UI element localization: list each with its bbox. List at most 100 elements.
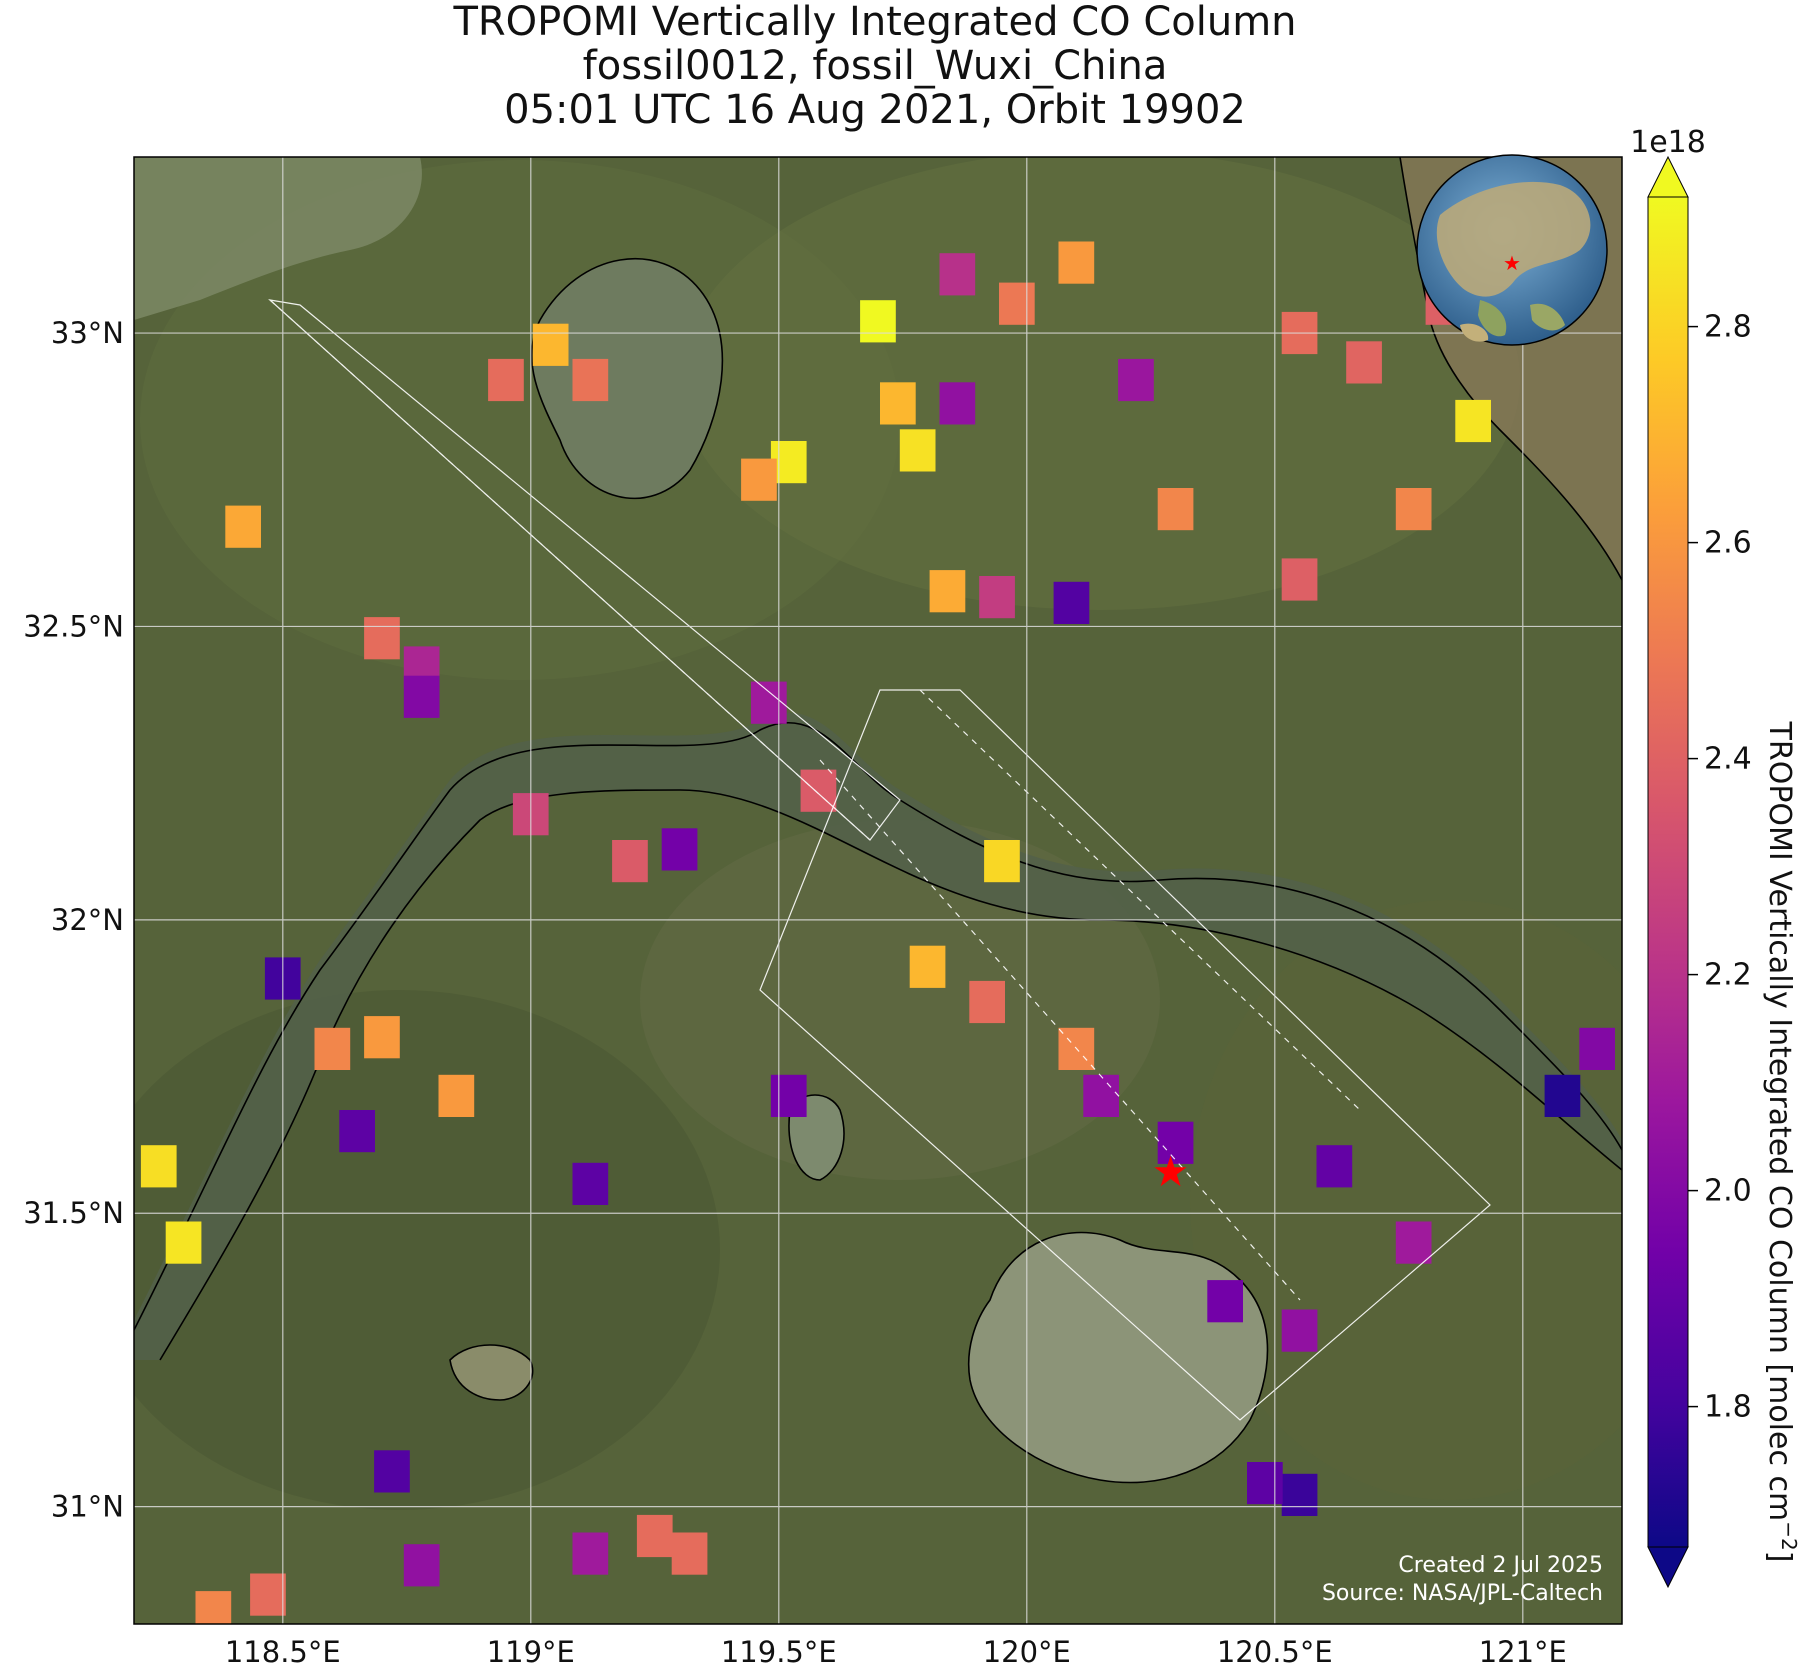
title-line-1: TROPOMI Vertically Integrated CO Column <box>453 0 1297 45</box>
co-pixel <box>899 429 936 472</box>
co-pixel <box>636 1514 673 1558</box>
co-pixel <box>195 1591 232 1624</box>
co-pixel <box>984 840 1020 883</box>
swath-outline-1 <box>268 299 901 841</box>
colorbar: 1.8 2.0 2.2 2.4 2.6 2.8 1e18 TROPOMI Vertical… <box>1630 125 1799 1589</box>
lat-tick-label: 31.5°N <box>23 1196 124 1230</box>
co-pixel-layer <box>140 241 1615 1624</box>
colorbar-tick-label: 2.4 <box>1704 742 1752 777</box>
colorbar-tick-label: 2.8 <box>1704 310 1752 345</box>
co-pixel <box>1157 1121 1194 1164</box>
co-pixel <box>1455 399 1491 443</box>
co-pixel <box>1118 358 1154 402</box>
co-pixel <box>770 1074 807 1117</box>
co-pixel <box>438 1074 475 1117</box>
co-pixel <box>403 675 440 718</box>
source-credit: Source: NASA/JPL-Caltech <box>1322 1581 1603 1606</box>
swath-outline-2 <box>759 689 1491 1421</box>
co-pixel <box>364 1016 400 1059</box>
lat-tick-label: 31°N <box>51 1490 124 1524</box>
lon-tick-label: 119°E <box>487 1635 575 1667</box>
co-pixel <box>403 1544 440 1587</box>
globe-star-icon: ★ <box>1503 251 1521 275</box>
co-pixel <box>1053 581 1090 624</box>
hongze-lake <box>531 258 723 499</box>
co-pixel <box>572 358 609 402</box>
co-pixel <box>1281 558 1318 601</box>
basemap <box>134 157 1622 1624</box>
co-pixel <box>880 382 916 425</box>
map-title: TROPOMI Vertically Integrated CO Column … <box>130 0 1620 132</box>
title-line-3: 05:01 UTC 16 Aug 2021, Orbit 19902 <box>504 87 1246 133</box>
lon-tick-label: 118.5°E <box>225 1635 341 1667</box>
longitude-tick-labels: 118.5°E 119°E 119.5°E 120°E 120.5°E 121°E <box>225 1635 1567 1667</box>
target-swath-outlines <box>268 299 1491 1421</box>
colorbar-max-extend <box>1647 155 1689 198</box>
co-pixel <box>741 458 777 501</box>
co-pixel <box>671 1532 708 1575</box>
co-pixel <box>1346 341 1382 384</box>
co-pixel <box>1157 488 1194 531</box>
colorbar-gradient <box>1647 196 1689 1548</box>
co-pixel <box>339 1110 375 1153</box>
gridlines <box>134 157 1622 1624</box>
co-pixel <box>969 980 1005 1024</box>
co-pixel <box>165 1221 202 1264</box>
co-pixel <box>225 505 261 548</box>
co-pixel <box>979 576 1015 619</box>
co-pixel <box>140 1145 177 1188</box>
colorbar-tick-label: 2.6 <box>1704 526 1752 561</box>
co-pixel <box>250 1573 286 1616</box>
lon-tick-label: 119.5°E <box>721 1635 837 1667</box>
taihu-lake <box>968 1232 1268 1483</box>
co-pixel <box>364 617 400 660</box>
co-pixel <box>1395 488 1432 531</box>
colorbar-title: TROPOMI Vertically Integrated CO Column … <box>1762 721 1799 1563</box>
target-star-icon: ★ <box>1152 1147 1190 1196</box>
map-frame <box>133 156 1623 1625</box>
co-pixel <box>1316 1145 1353 1188</box>
co-pixel <box>909 945 946 988</box>
co-pixel <box>374 1450 410 1493</box>
co-pixel <box>939 253 976 296</box>
colorbar-min-extend <box>1647 1546 1689 1589</box>
co-pixel <box>999 282 1035 325</box>
co-pixel <box>1083 1074 1119 1117</box>
co-pixel <box>1058 241 1095 284</box>
title-line-2: fossil0012, fossil_Wuxi_China <box>582 43 1168 89</box>
colorbar-tick-label: 1.8 <box>1704 1390 1752 1425</box>
lat-tick-label: 32°N <box>51 903 124 937</box>
lon-tick-label: 120.5°E <box>1217 1635 1333 1667</box>
lon-tick-label: 120°E <box>983 1635 1071 1667</box>
co-pixel <box>661 828 698 871</box>
co-pixel <box>612 840 648 883</box>
co-pixel <box>939 382 976 425</box>
lat-tick-label: 32.5°N <box>23 609 124 643</box>
lon-tick-label: 121°E <box>1479 1635 1567 1667</box>
co-pixel <box>1579 1027 1615 1070</box>
co-pixel <box>532 323 569 366</box>
created-date: Created 2 Jul 2025 <box>1398 1553 1603 1578</box>
co-pixel <box>314 1027 351 1070</box>
co-pixel <box>929 570 966 613</box>
co-pixel <box>1207 1280 1243 1323</box>
co-pixel <box>751 681 787 724</box>
co-pixel <box>1395 1221 1432 1264</box>
co-pixel <box>1544 1074 1581 1117</box>
colorbar-tick-label: 2.2 <box>1704 958 1752 993</box>
co-pixel <box>572 1162 609 1205</box>
colorbar-tick-label: 2.0 <box>1704 1174 1752 1209</box>
co-pixel <box>488 358 524 402</box>
co-pixel <box>1281 1309 1318 1352</box>
colorbar-multiplier: 1e18 <box>1630 125 1706 160</box>
inset-globe: ★ <box>1416 154 1608 346</box>
target-star-marker: ★ <box>1152 1147 1190 1196</box>
lat-tick-label: 33°N <box>51 316 124 350</box>
co-pixel <box>860 300 896 343</box>
co-pixel <box>770 441 807 484</box>
latitude-tick-labels: 33°N 32.5°N 32°N 31.5°N 31°N <box>23 316 124 1524</box>
co-pixel <box>1247 1462 1283 1505</box>
colorbar-ticks: 1.8 2.0 2.2 2.4 2.6 2.8 <box>1688 310 1752 1425</box>
yangtze-river <box>134 712 1622 1360</box>
